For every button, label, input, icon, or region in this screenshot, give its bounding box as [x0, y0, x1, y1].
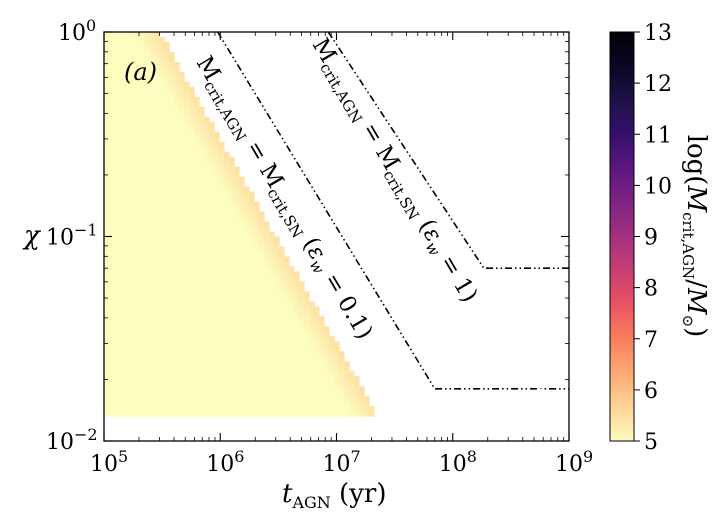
heatmap-field	[104, 32, 375, 417]
panel-label: (a)	[124, 58, 157, 86]
dashdot-line-eps-0.1	[216, 32, 569, 390]
colorbar-tick-label: 8	[644, 277, 658, 302]
annotation-eps-0.1: Mcrit,AGN = Mcrit,SN (εw = 0.1)	[188, 52, 377, 346]
contour-lines	[216, 32, 569, 390]
contour-line-12	[442, 32, 569, 157]
contour-line-8	[245, 32, 569, 354]
colorbar-tick-label: 10	[644, 174, 672, 199]
x-tick-labels: 105 106 107 108 109	[90, 447, 593, 477]
colorbar-tick-label: 7	[644, 328, 658, 353]
x-tick-label: 108	[439, 447, 477, 477]
contour-label-8: 108M⊙	[474, 362, 547, 394]
colorbar-ticks: 5 6 7 8 9 10 11 12 13	[634, 21, 672, 455]
y-axis-title: χ	[22, 221, 42, 251]
colorbar-tick-label: 6	[644, 379, 658, 404]
y-tick-label: 100	[58, 16, 96, 46]
x-tick-label: 105	[90, 447, 128, 477]
x-tick-label: 109	[555, 447, 593, 477]
colorbar-tick-label: 12	[644, 72, 672, 97]
x-axis-title: tAGN (yr)	[282, 479, 386, 512]
contour-label-10: 1010M⊙	[466, 273, 548, 305]
colorbar	[609, 31, 635, 442]
colorbar-tick-label: 11	[644, 123, 672, 148]
colorbar-tick-label: 9	[644, 226, 658, 251]
x-tick-label: 106	[206, 447, 244, 477]
y-tick-label: 10−1	[46, 221, 98, 251]
y-tick-label: 10−2	[46, 425, 98, 455]
dashdot-line-eps-1	[327, 32, 569, 269]
colorbar-label: log(Mcrit,AGN/M⊙)	[679, 135, 711, 338]
contour-line-10	[344, 32, 569, 264]
contour-labels: 1012M⊙ 1010M⊙ 108M⊙	[466, 160, 548, 394]
colorbar-tick-label: 5	[644, 430, 658, 455]
y-tick-labels: 10−2 10−1 100	[46, 16, 98, 455]
colorbar-tick-label: 13	[644, 21, 672, 46]
x-tick-label: 107	[323, 447, 361, 477]
axis-ticks	[103, 31, 570, 442]
contour-label-12: 1012M⊙	[466, 160, 548, 192]
